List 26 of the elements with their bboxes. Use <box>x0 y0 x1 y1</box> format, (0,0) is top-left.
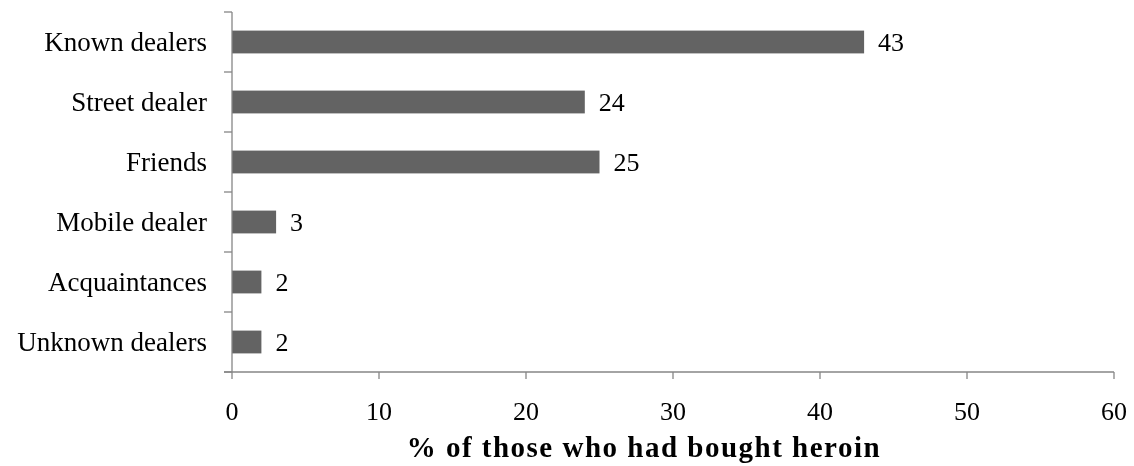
x-tick-label: 20 <box>513 397 539 426</box>
data-label: 25 <box>613 148 640 178</box>
bar <box>232 30 865 54</box>
bar <box>232 150 600 174</box>
x-axis-title: % of those who had bought heroin <box>406 431 882 463</box>
y-tick-label: Mobile dealer <box>56 207 207 238</box>
y-tick-label: Street dealer <box>71 87 207 118</box>
x-tick-label: 40 <box>807 397 833 426</box>
data-label: 2 <box>275 268 289 298</box>
bar <box>232 330 262 354</box>
data-label: 43 <box>878 28 905 58</box>
y-tick-label: Known dealers <box>44 27 207 58</box>
data-label: 3 <box>290 208 304 238</box>
x-tick-label: 30 <box>660 397 686 426</box>
y-tick-label: Unknown dealers <box>17 327 207 358</box>
x-tick-label: 60 <box>1101 397 1127 426</box>
bar <box>232 270 262 294</box>
x-tick-label: 10 <box>366 397 392 426</box>
bar <box>232 210 277 234</box>
y-tick-label: Acquaintances <box>48 267 207 298</box>
data-label: 24 <box>598 88 625 118</box>
x-tick-label: 0 <box>225 397 239 426</box>
x-tick-label: 50 <box>954 397 980 426</box>
bar <box>232 90 585 114</box>
data-label: 2 <box>275 328 289 358</box>
y-tick-label: Friends <box>126 147 207 178</box>
